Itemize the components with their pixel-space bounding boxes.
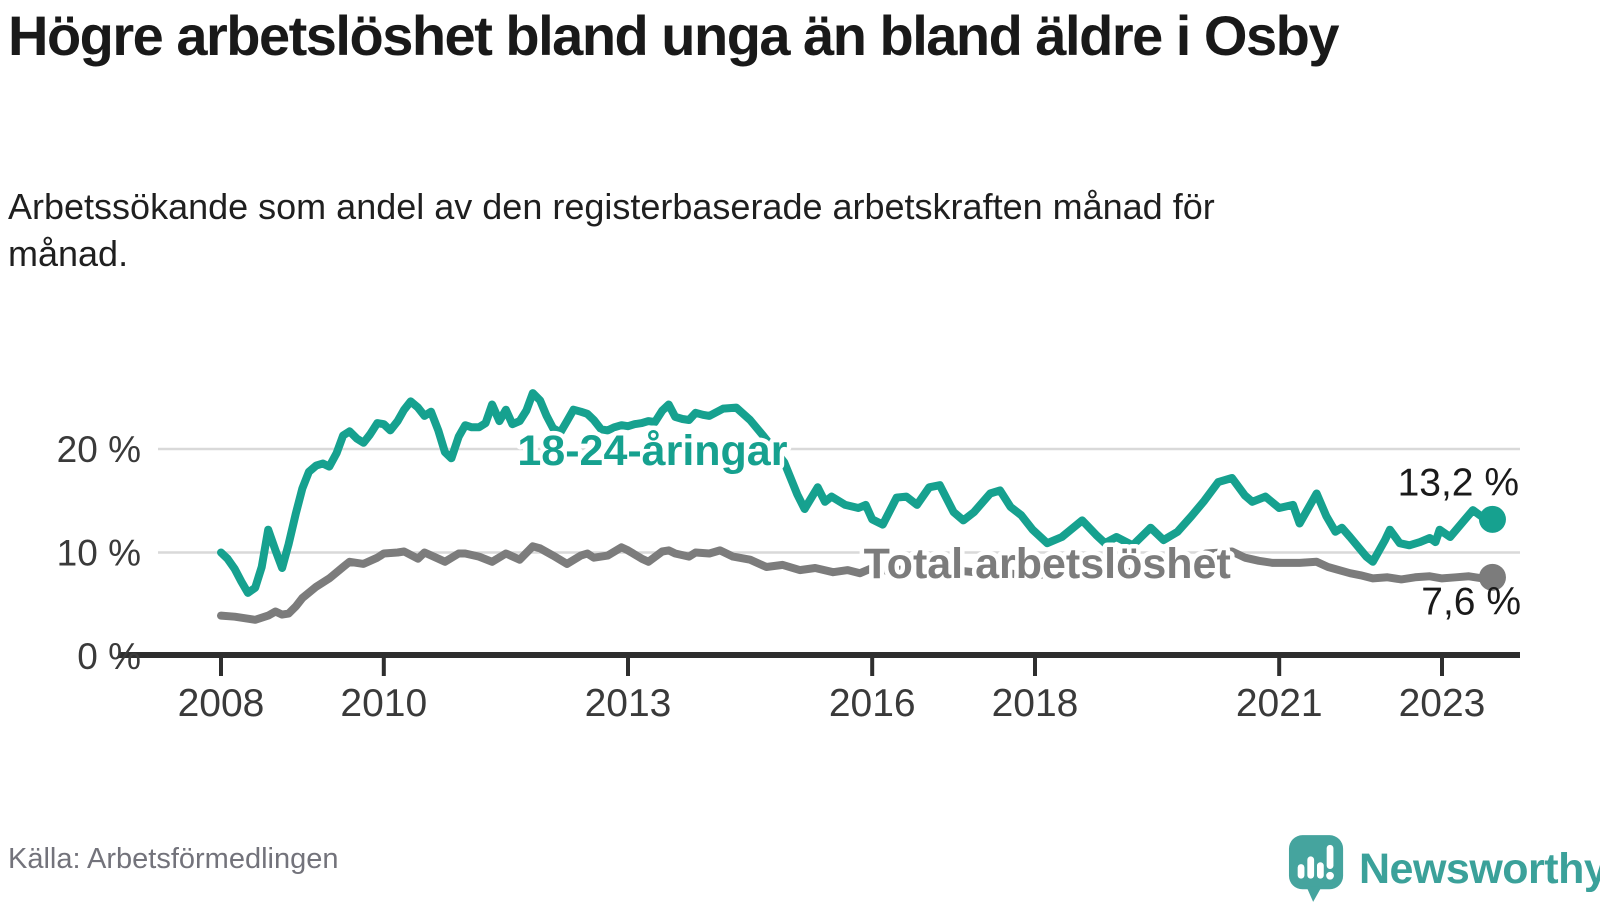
series-end-dot: [1478, 563, 1506, 591]
x-tick-label: 2008: [178, 682, 265, 725]
newsworthy-logo: Newsworthy: [1288, 834, 1600, 904]
chart-subtitle: Arbetssökande som andel av den registerb…: [8, 186, 1215, 274]
end-value-label-young: 13,2 %: [1398, 461, 1519, 504]
series-label: Total arbetslöshet: [864, 540, 1231, 588]
x-tick-label: 2016: [829, 682, 916, 725]
brand-name: Newsworthy: [1359, 844, 1600, 893]
series-line-total: [217, 542, 1497, 624]
source-text: Källa: Arbetsförmedlingen: [8, 843, 339, 875]
x-tick-label: 2018: [992, 682, 1079, 725]
y-tick-label: 0 %: [77, 636, 141, 677]
bar-chart-speech-bubble-icon: [1288, 835, 1344, 902]
x-tick-label: 2010: [340, 682, 427, 725]
y-tick-label: 10 %: [57, 533, 141, 574]
series-line-young: [217, 389, 1497, 597]
x-tick-label: 2013: [585, 682, 672, 725]
x-tick-label: 2021: [1236, 682, 1323, 725]
end-value-label-total: 7,6 %: [1421, 580, 1521, 623]
page-title: Högre arbetslöshet bland unga än bland ä…: [8, 4, 1339, 67]
series-label: 18-24-åringar: [517, 427, 787, 475]
series-end-dot: [1478, 505, 1506, 533]
x-tick-label: 2023: [1399, 682, 1486, 725]
y-tick-label: 20 %: [57, 429, 141, 470]
